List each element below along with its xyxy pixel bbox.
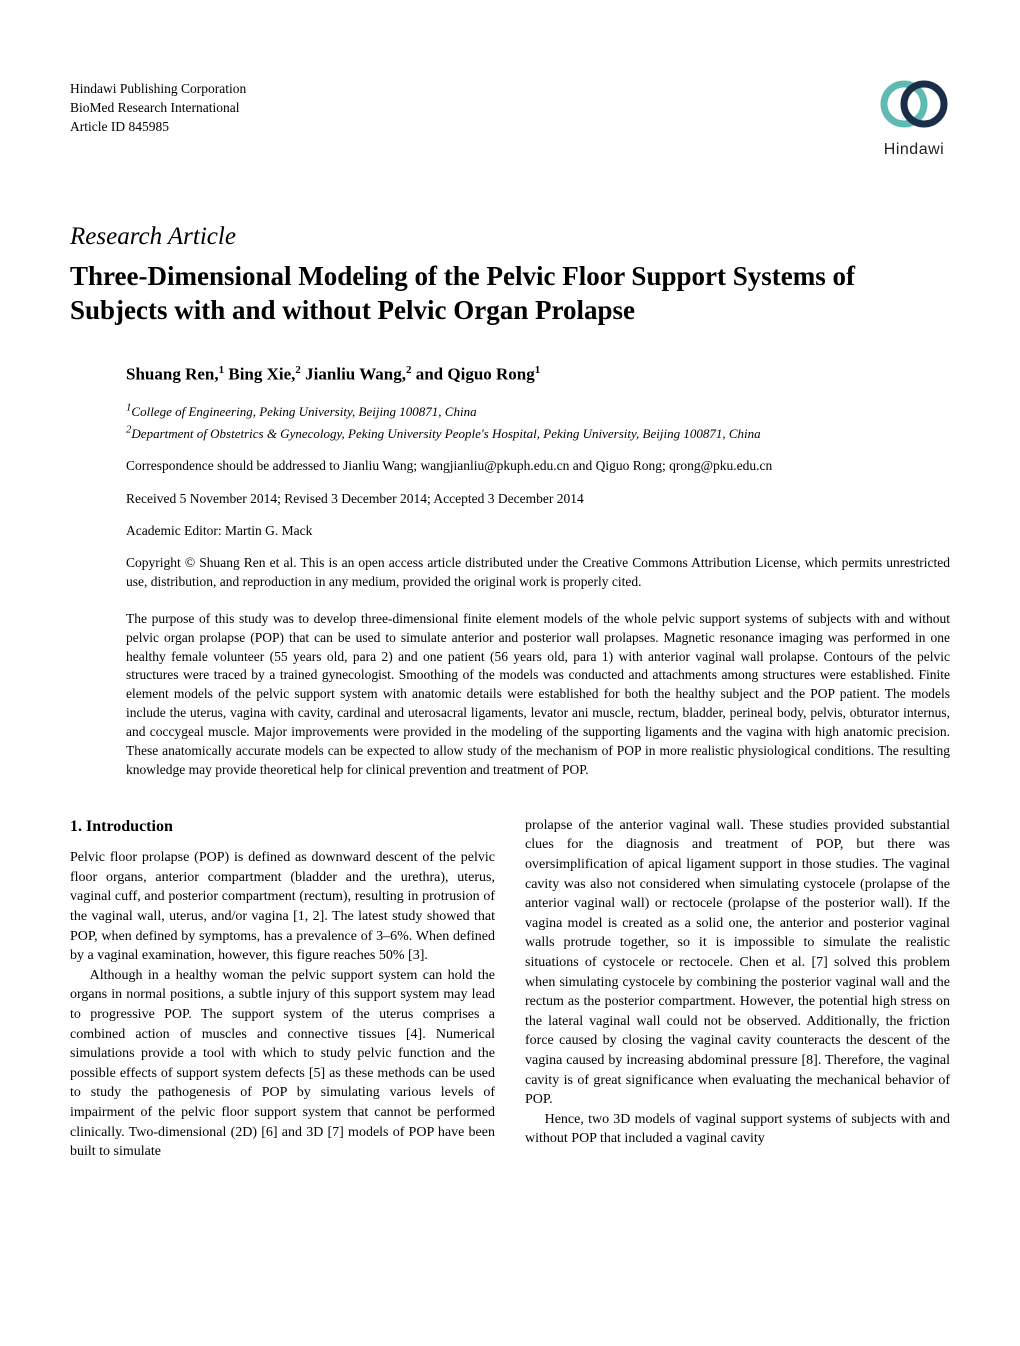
publisher-logo-text: Hindawi bbox=[878, 139, 950, 161]
body-paragraph: prolapse of the anterior vaginal wall. T… bbox=[525, 816, 950, 1110]
right-column: prolapse of the anterior vaginal wall. T… bbox=[525, 816, 950, 1162]
affiliations: 1College of Engineering, Peking Universi… bbox=[126, 401, 950, 443]
correspondence: Correspondence should be addressed to Ji… bbox=[126, 457, 950, 475]
body-paragraph: Although in a healthy woman the pelvic s… bbox=[70, 966, 495, 1162]
page-header: Hindawi Publishing Corporation BioMed Re… bbox=[70, 80, 950, 160]
abstract: The purpose of this study was to develop… bbox=[126, 610, 950, 780]
affiliation-2: 2Department of Obstetrics & Gynecology, … bbox=[126, 422, 950, 443]
body-paragraph: Pelvic floor prolapse (POP) is defined a… bbox=[70, 848, 495, 966]
academic-editor: Academic Editor: Martin G. Mack bbox=[126, 522, 950, 540]
publisher-name: Hindawi Publishing Corporation bbox=[70, 80, 246, 99]
article-id: Article ID 845985 bbox=[70, 118, 246, 137]
journal-name: BioMed Research International bbox=[70, 99, 246, 118]
left-column: 1. Introduction Pelvic floor prolapse (P… bbox=[70, 816, 495, 1162]
publication-info: Hindawi Publishing Corporation BioMed Re… bbox=[70, 80, 246, 137]
body-paragraph: Hence, two 3D models of vaginal support … bbox=[525, 1110, 950, 1149]
affiliation-1: 1College of Engineering, Peking Universi… bbox=[126, 401, 950, 422]
copyright-notice: Copyright © Shuang Ren et al. This is an… bbox=[126, 554, 950, 592]
hindawi-logo-icon bbox=[878, 80, 950, 128]
article-title: Three-Dimensional Modeling of the Pelvic… bbox=[70, 260, 950, 328]
author-list: Shuang Ren,1 Bing Xie,2 Jianliu Wang,2 a… bbox=[126, 363, 950, 387]
body-columns: 1. Introduction Pelvic floor prolapse (P… bbox=[70, 816, 950, 1162]
article-type: Research Article bbox=[70, 220, 950, 254]
section-heading-introduction: 1. Introduction bbox=[70, 816, 495, 838]
article-dates: Received 5 November 2014; Revised 3 Dece… bbox=[126, 490, 950, 508]
publisher-logo: Hindawi bbox=[878, 80, 950, 160]
